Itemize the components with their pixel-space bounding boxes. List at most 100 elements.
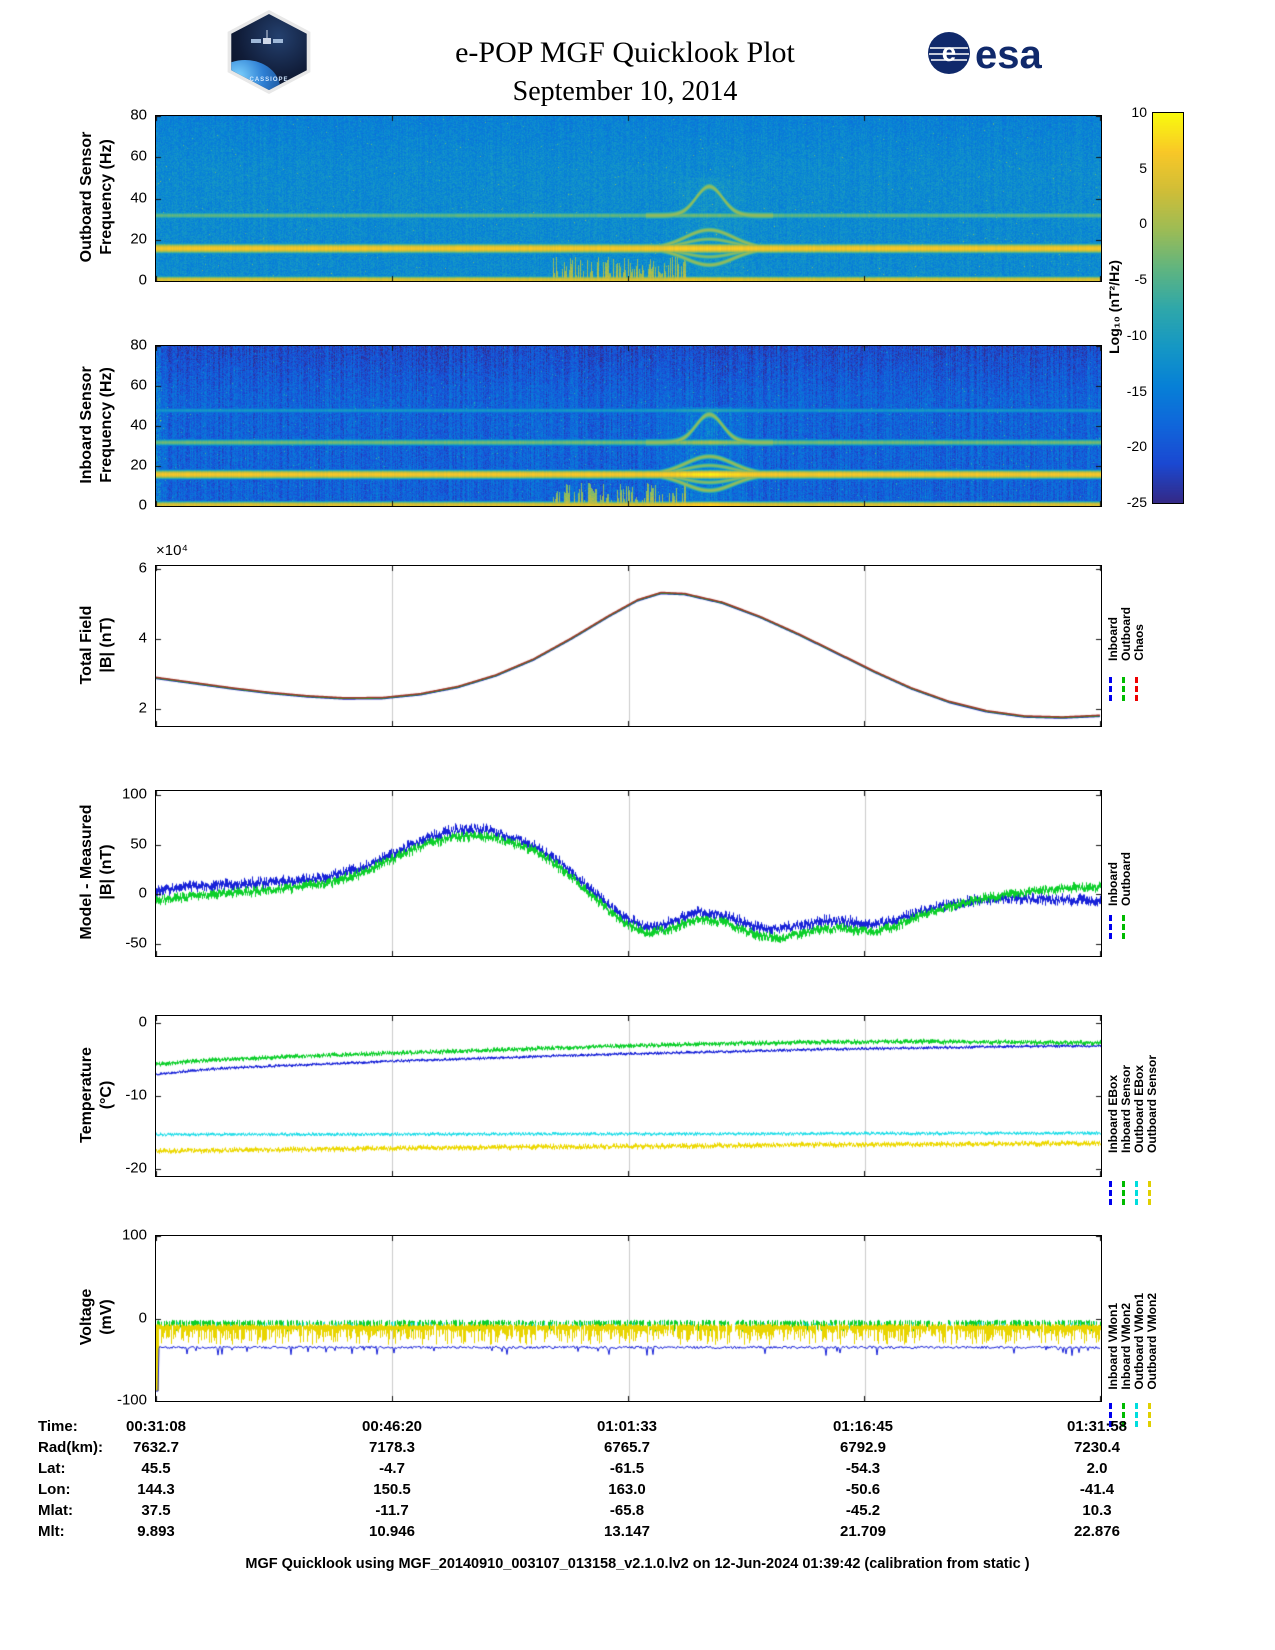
- temperature-panel: [155, 1015, 1102, 1177]
- axis-label-line: (°C): [98, 1080, 115, 1110]
- table-cell: 7178.3: [369, 1439, 415, 1456]
- y-tick-label: 100: [121, 1226, 147, 1244]
- axis-label-line: (mV): [98, 1299, 115, 1335]
- table-row-label: Lat:: [38, 1460, 66, 1477]
- y-tick-label: 100: [121, 785, 147, 803]
- table-cell: -4.7: [379, 1460, 405, 1477]
- table-cell: 9.893: [137, 1523, 175, 1540]
- table-cell: 10.3: [1082, 1502, 1112, 1519]
- colorbar-tick-label: -5: [1134, 271, 1147, 288]
- legend-color-mark: [1109, 915, 1112, 940]
- colorbar-tick-label: -20: [1126, 438, 1147, 455]
- esa-logo-graphic: e esa: [928, 32, 1042, 77]
- y-tick-label: 20: [130, 230, 147, 248]
- legend-color-mark: [1109, 1403, 1112, 1428]
- legend-color-mark: [1148, 1181, 1151, 1206]
- legend-label-outboard-vmon1: Outboard VMon1: [1132, 1293, 1146, 1391]
- table-cell: 163.0: [608, 1481, 646, 1498]
- model-minus-measured-panel: [155, 790, 1102, 957]
- y-tick-label: 0: [138, 496, 147, 514]
- plot-date: September 10, 2014: [512, 76, 738, 107]
- inboard-spectrogram-panel: [155, 345, 1102, 507]
- table-cell: 45.5: [141, 1460, 171, 1477]
- table-cell: -45.2: [845, 1502, 881, 1519]
- legend-label-inboard-ebox: Inboard EBox: [1106, 1074, 1120, 1153]
- colorbar: [1152, 112, 1184, 504]
- table-cell: 7230.4: [1074, 1439, 1120, 1456]
- table-cell: -11.7: [375, 1502, 409, 1519]
- voltage-panel: [155, 1235, 1102, 1402]
- outboard-spectrogram-panel: [155, 115, 1102, 282]
- table-cell: 144.3: [137, 1481, 175, 1498]
- axis-label-line: Model - Measured: [78, 804, 95, 940]
- y-tick-label: -50: [125, 934, 147, 952]
- legend-color-mark: [1122, 915, 1125, 940]
- mission-patch-text: CASSIOPE: [249, 77, 289, 83]
- table-cell: 21.709: [840, 1523, 886, 1540]
- esa-logo: e esa: [925, 26, 1043, 80]
- y-tick-label: 50: [130, 835, 147, 853]
- y-tick-label: 0: [138, 271, 147, 289]
- total-field-scale-label: ×10⁴: [156, 542, 188, 559]
- axis-label-line: Total Field: [78, 605, 95, 685]
- esa-logo-text: esa: [975, 33, 1042, 77]
- legend-label-inboard: Inboard: [1106, 861, 1120, 906]
- table-cell: 13.147: [604, 1523, 650, 1540]
- y-tick-label: -100: [116, 1391, 147, 1409]
- y-tick-label: 60: [130, 147, 147, 165]
- legend-label-inboard: Inboard: [1106, 617, 1120, 661]
- outboard-axis-label: Outboard Sensor Frequency (Hz): [77, 132, 117, 263]
- legend-color-mark: [1148, 1403, 1151, 1428]
- y-tick-label: 6: [138, 559, 147, 577]
- legend-label-inboard-vmon1: Inboard VMon1: [1106, 1303, 1120, 1391]
- voltage-canvas: [156, 1236, 1101, 1401]
- legend-color-mark: [1135, 1181, 1138, 1206]
- legend-color-mark: [1122, 1403, 1125, 1428]
- footer-caption: MGF Quicklook using MGF_20140910_003107_…: [245, 1556, 1030, 1572]
- legend-label-outboard-sensor: Outboard Sensor: [1145, 1054, 1159, 1153]
- axis-label-line: Temperature: [78, 1047, 95, 1143]
- legend-color-mark: [1122, 1181, 1125, 1206]
- colorbar-tick-label: 10: [1131, 104, 1147, 120]
- svg-text:e: e: [942, 37, 956, 67]
- satellite-icon: [251, 30, 283, 44]
- y-tick-label: 80: [130, 336, 147, 354]
- y-tick-label: -20: [125, 1159, 147, 1177]
- y-tick-label: 40: [130, 189, 147, 206]
- axis-label-line: |B| (nT): [98, 844, 115, 900]
- y-tick-label: 0: [138, 884, 147, 902]
- legend-label-outboard: Outboard: [1119, 851, 1133, 906]
- table-cell: -50.6: [845, 1481, 881, 1498]
- colorbar-tick-label: -15: [1126, 382, 1147, 399]
- legend-color-mark: [1109, 677, 1112, 701]
- y-tick-label: 80: [130, 106, 147, 124]
- axis-label-line: Voltage: [78, 1288, 95, 1346]
- table-row-label: Mlt:: [38, 1523, 65, 1540]
- model-minus-measured-canvas: [156, 791, 1101, 956]
- legend-color-mark: [1135, 1403, 1138, 1428]
- axis-label-line: |B| (nT): [98, 617, 115, 673]
- temperature-canvas: [156, 1016, 1101, 1176]
- model-minus-measured-axis-label: Model - Measured |B| (nT): [77, 804, 117, 939]
- table-cell: -65.8: [609, 1502, 645, 1519]
- table-cell: 00:31:08: [125, 1418, 187, 1435]
- table-cell: -54.3: [845, 1460, 881, 1477]
- legend-label-chaos: Chaos: [1132, 624, 1146, 661]
- y-tick-label: 0: [138, 1013, 147, 1031]
- plot-title: e-POP MGF Quicklook Plot: [455, 36, 795, 69]
- inboard-axis-label: Inboard Sensor Frequency (Hz): [77, 366, 117, 483]
- y-tick-label: 0: [138, 1309, 147, 1326]
- legend-label-outboard: Outboard: [1119, 607, 1133, 661]
- outboard-spectrogram-canvas: [156, 116, 1101, 281]
- y-tick-label: 2: [138, 699, 147, 717]
- legend-label-outboard-vmon2: Outboard VMon2: [1145, 1293, 1159, 1391]
- table-cell: 2.0: [1086, 1460, 1108, 1477]
- table-cell: -61.5: [609, 1460, 645, 1477]
- table-cell: 01:01:33: [596, 1418, 658, 1435]
- y-tick-label: 20: [130, 456, 147, 474]
- table-cell: -41.4: [1079, 1481, 1115, 1498]
- colorbar-tick-label: 0: [1139, 215, 1147, 232]
- temperature-axis-label: Temperature (°C): [77, 1047, 117, 1143]
- table-cell: 01:16:45: [832, 1418, 894, 1435]
